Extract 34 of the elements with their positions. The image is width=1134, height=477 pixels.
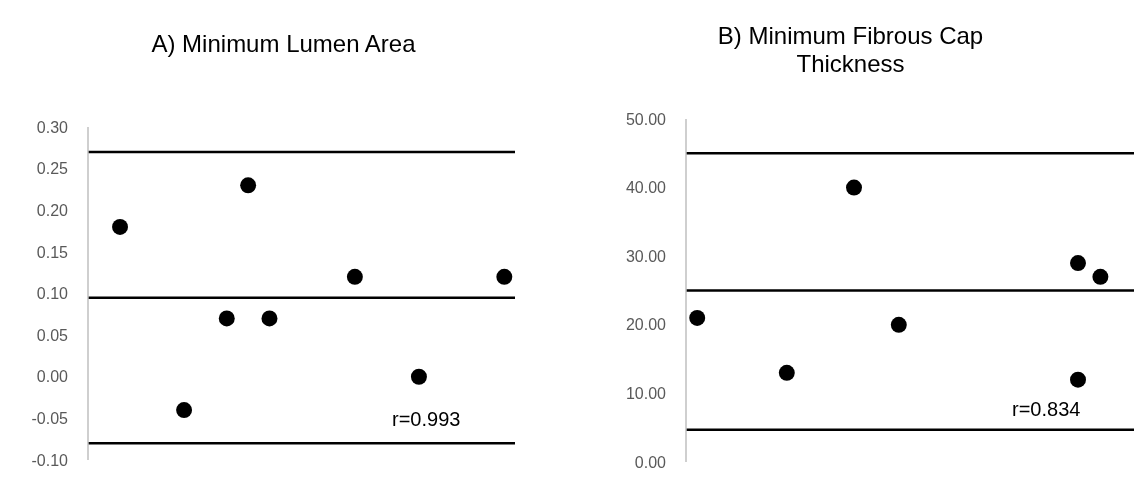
point: [1070, 255, 1086, 272]
chart-title: B) Minimum Fibrous Cap Thickness: [716, 22, 985, 78]
y-tick-label: 50.00: [625, 110, 667, 128]
point: [778, 364, 795, 381]
point: [240, 177, 257, 194]
y-tick-label: -0.10: [31, 451, 69, 469]
point: [176, 402, 193, 419]
annotation: r=0.834: [1012, 398, 1081, 421]
point: [689, 309, 706, 326]
chart-title: A) Minimum Lumen Area: [150, 30, 417, 58]
y-tick-label: -0.05: [31, 410, 69, 428]
y-tick-label: 0.05: [36, 326, 69, 344]
y-tick-label: 40.00: [625, 179, 667, 197]
point: [1070, 371, 1086, 388]
point: [496, 268, 513, 285]
point: [346, 268, 363, 285]
y-tick-label: 0.30: [36, 118, 69, 136]
point: [846, 179, 862, 196]
y-tick-label: 0.00: [634, 453, 667, 471]
point: [218, 310, 235, 327]
point: [112, 218, 128, 235]
y-tick-label: 30.00: [625, 247, 667, 265]
y-tick-label: 0.00: [36, 368, 69, 386]
point: [261, 310, 278, 327]
y-tick-label: 0.10: [36, 285, 69, 303]
y-tick-label: 0.15: [36, 243, 69, 261]
y-tick-label: 10.00: [625, 385, 667, 403]
point: [890, 316, 907, 333]
point: [410, 368, 427, 385]
y-tick-label: 0.25: [36, 160, 69, 178]
y-tick-label: 0.20: [36, 201, 69, 219]
annotation: r=0.993: [392, 408, 461, 431]
y-tick-label: 20.00: [625, 316, 667, 334]
point: [1092, 268, 1109, 285]
